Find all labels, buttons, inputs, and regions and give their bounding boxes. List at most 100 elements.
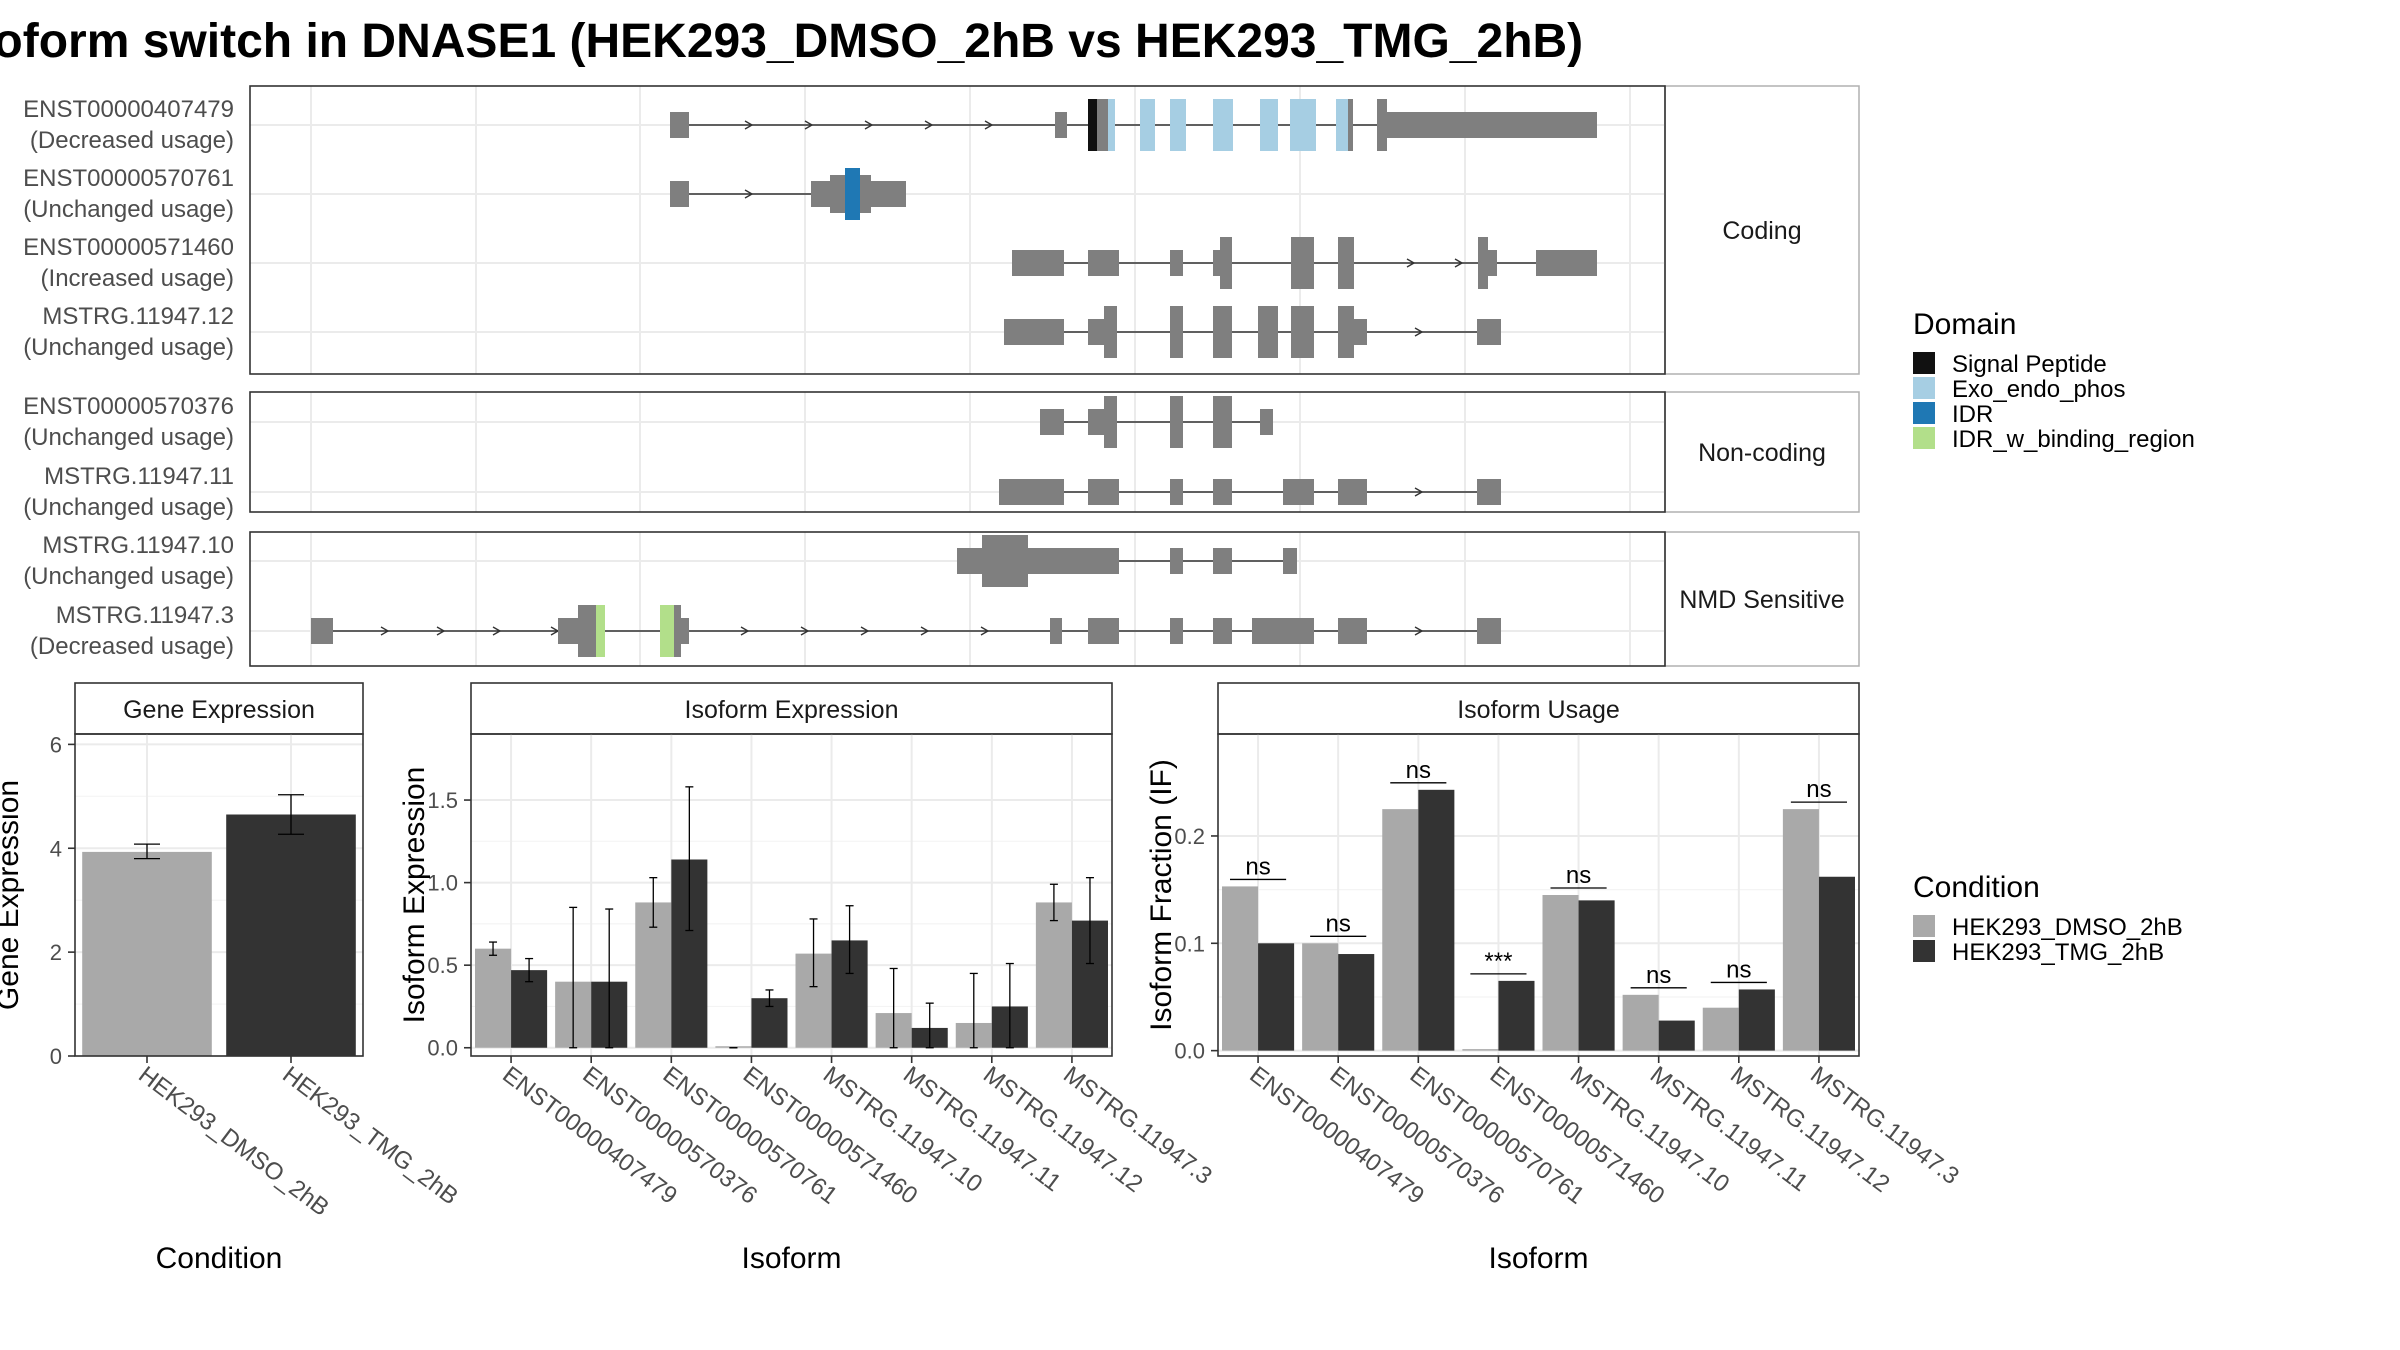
facet-label: Non-coding bbox=[1698, 439, 1826, 467]
exon bbox=[1336, 99, 1348, 151]
panel-border bbox=[470, 733, 1113, 1057]
y-tick-label: 0.0 bbox=[1174, 1039, 1205, 1064]
bar bbox=[1338, 954, 1375, 1051]
x-axis-title: Isoform bbox=[741, 1242, 841, 1275]
x-axis-title: Condition bbox=[156, 1242, 283, 1275]
exon bbox=[1213, 250, 1220, 276]
significance-label: ns bbox=[1326, 910, 1351, 937]
transcript-id: MSTRG.11947.12 bbox=[42, 303, 234, 330]
exon bbox=[1170, 250, 1183, 276]
exon bbox=[1140, 99, 1155, 151]
direction-arrow bbox=[984, 120, 994, 130]
significance-label: ns bbox=[1646, 962, 1671, 989]
exon bbox=[999, 479, 1064, 505]
bar bbox=[1462, 1049, 1499, 1051]
bar-charts: Gene Expression0246HEK293_DMSO_2hBHEK293… bbox=[0, 682, 1964, 1275]
exon bbox=[1108, 99, 1115, 151]
bar bbox=[1658, 1020, 1695, 1051]
y-tick-label: 0.0 bbox=[427, 1036, 458, 1061]
direction-arrow bbox=[744, 189, 754, 199]
bar bbox=[1222, 886, 1259, 1051]
exon bbox=[1260, 409, 1273, 435]
exon bbox=[957, 548, 982, 574]
direction-arrow bbox=[860, 626, 870, 636]
significance-label: ns bbox=[1566, 862, 1591, 889]
bar bbox=[1622, 994, 1659, 1051]
panel-border bbox=[249, 391, 1666, 513]
transcript-id: MSTRG.11947.3 bbox=[56, 602, 234, 629]
exon bbox=[1088, 99, 1097, 151]
exon bbox=[830, 175, 845, 213]
bar bbox=[1818, 876, 1855, 1051]
direction-arrow bbox=[380, 626, 390, 636]
bar bbox=[715, 1046, 752, 1048]
direction-arrow bbox=[800, 626, 810, 636]
exon bbox=[1477, 618, 1501, 644]
exon bbox=[1088, 409, 1104, 435]
exon bbox=[1477, 319, 1501, 345]
direction-arrow bbox=[1414, 487, 1424, 497]
significance-label: ns bbox=[1245, 853, 1270, 880]
exon bbox=[1536, 250, 1597, 276]
legend-label: HEK293_TMG_2hB bbox=[1952, 939, 2164, 966]
figure-title: Gene isoform switch in DNASE1 (HEK293_DM… bbox=[0, 15, 1583, 68]
exon bbox=[1213, 548, 1232, 574]
y-axis-title: Isoform Fraction (IF) bbox=[1145, 759, 1178, 1031]
exon bbox=[670, 112, 689, 138]
exon bbox=[1338, 618, 1367, 644]
bar bbox=[1382, 809, 1419, 1051]
exon bbox=[1088, 618, 1119, 644]
bar bbox=[1258, 943, 1295, 1051]
exon bbox=[1213, 618, 1232, 644]
exon bbox=[1220, 237, 1232, 289]
transcript-id: ENST00000407479 bbox=[23, 96, 234, 123]
y-tick-label: 4 bbox=[50, 836, 62, 861]
exon bbox=[1213, 99, 1233, 151]
direction-arrow bbox=[920, 626, 930, 636]
bar bbox=[1542, 895, 1579, 1051]
direction-arrow bbox=[1454, 258, 1464, 268]
panel-title: Isoform Usage bbox=[1457, 696, 1620, 724]
significance-label: ns bbox=[1726, 956, 1751, 983]
transcript-usage: (Unchanged usage) bbox=[23, 196, 234, 223]
exon bbox=[311, 618, 333, 644]
exon bbox=[1170, 99, 1186, 151]
y-tick-label: 2 bbox=[50, 940, 62, 965]
exon bbox=[845, 168, 860, 220]
exon bbox=[860, 175, 871, 213]
exon bbox=[1283, 479, 1314, 505]
direction-arrow bbox=[744, 120, 754, 130]
panel-border bbox=[249, 85, 1666, 375]
legend-label: Signal Peptide bbox=[1952, 351, 2107, 378]
exon bbox=[670, 181, 689, 207]
facet-label: Coding bbox=[1722, 217, 1801, 245]
y-tick-label: 0.1 bbox=[1174, 931, 1205, 956]
exon bbox=[1348, 99, 1353, 151]
x-axis-title: Isoform bbox=[1488, 1242, 1588, 1275]
legend-title: Domain bbox=[1913, 308, 2016, 341]
exon bbox=[578, 605, 596, 657]
exon bbox=[1477, 479, 1501, 505]
transcript-usage: (Increased usage) bbox=[41, 265, 234, 292]
exon bbox=[1170, 306, 1183, 358]
legend-label: Exo_endo_phos bbox=[1952, 376, 2125, 403]
y-tick-label: 1.0 bbox=[427, 871, 458, 896]
bar bbox=[1738, 989, 1775, 1051]
exon bbox=[1055, 112, 1067, 138]
y-axis-title: Gene Expression bbox=[0, 780, 25, 1010]
exon bbox=[871, 181, 906, 207]
y-tick-label: 1.5 bbox=[427, 788, 458, 813]
exon bbox=[982, 535, 1028, 587]
exon bbox=[1097, 99, 1108, 151]
legend-label: HEK293_DMSO_2hB bbox=[1952, 914, 2183, 941]
direction-arrow bbox=[864, 120, 874, 130]
legend-label: IDR bbox=[1952, 401, 1993, 428]
transcript-id: ENST00000571460 bbox=[23, 234, 234, 261]
direction-arrow bbox=[1414, 626, 1424, 636]
legends: Domain Signal PeptideExo_endo_phosIDRIDR_… bbox=[1913, 308, 2195, 966]
exon bbox=[1291, 306, 1314, 358]
exon bbox=[681, 618, 689, 644]
exon bbox=[1478, 237, 1488, 289]
exon bbox=[660, 605, 674, 657]
direction-arrow bbox=[924, 120, 934, 130]
